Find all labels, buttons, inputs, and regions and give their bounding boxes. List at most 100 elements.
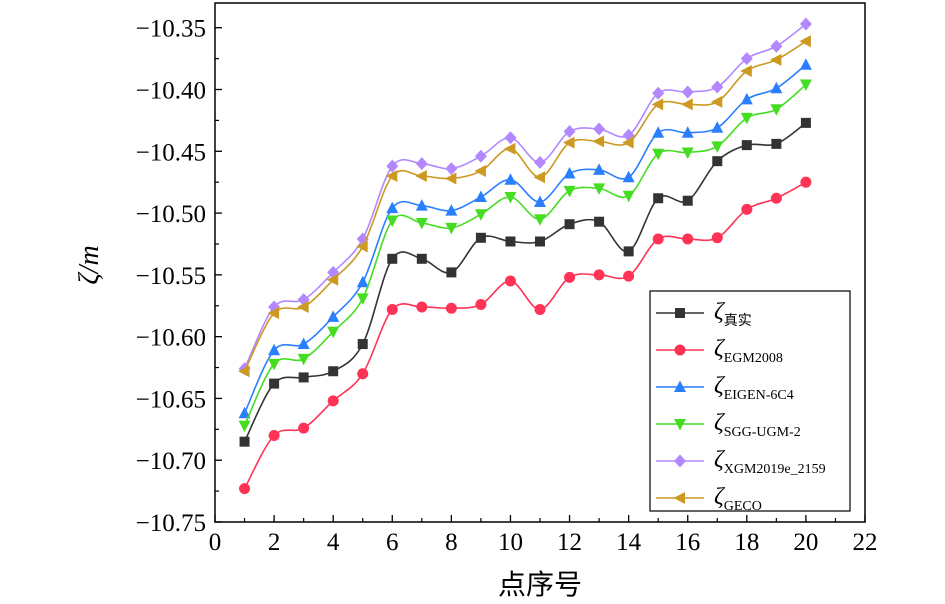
data-point — [800, 117, 811, 128]
y-tick-label: −10.40 — [136, 78, 206, 105]
data-point — [533, 171, 545, 184]
data-point — [268, 358, 281, 371]
data-point — [593, 163, 606, 175]
data-point — [623, 270, 635, 282]
data-point — [386, 215, 399, 227]
data-point — [681, 85, 694, 99]
data-point — [415, 217, 428, 230]
legend-label: ζEGM2008 — [714, 336, 783, 366]
data-point — [297, 300, 309, 313]
data-point — [238, 365, 250, 378]
data-point — [504, 275, 516, 287]
legend-item: ζSGG-UGM-2 — [656, 410, 801, 440]
series-1 — [239, 117, 811, 447]
data-point — [741, 203, 753, 215]
legend-label: ζ真实 — [714, 299, 752, 329]
x-tick-label: 12 — [557, 529, 582, 556]
data-point — [415, 199, 428, 211]
data-point — [652, 86, 665, 100]
x-tick-label: 16 — [675, 529, 700, 556]
data-point — [564, 219, 575, 230]
data-point — [386, 303, 398, 315]
x-tick-label: 14 — [616, 529, 642, 556]
data-point — [563, 185, 576, 198]
data-point — [622, 170, 635, 183]
legend-marker — [674, 419, 686, 431]
data-point — [592, 135, 605, 148]
x-tick-label: 20 — [793, 529, 818, 556]
data-point — [386, 201, 399, 214]
data-point — [326, 273, 339, 286]
data-point — [446, 267, 457, 278]
data-point — [593, 269, 605, 281]
data-point — [799, 58, 812, 70]
data-point — [711, 232, 723, 244]
legend-marker — [674, 344, 686, 356]
plot-frame — [214, 2, 866, 523]
data-point — [356, 275, 369, 288]
data-point — [238, 406, 251, 419]
legend-label: ζSGG-UGM-2 — [714, 410, 801, 440]
data-point — [327, 326, 340, 339]
legend-item: ζXGM2019e_2159 — [656, 447, 826, 477]
data-point — [475, 232, 486, 243]
legend-label: ζXGM2019e_2159 — [714, 447, 826, 477]
data-point — [416, 253, 427, 264]
data-point — [770, 192, 782, 204]
data-point — [445, 222, 458, 235]
data-point — [710, 95, 723, 108]
data-point — [711, 80, 724, 94]
y-axis-title: ζ/m — [74, 245, 105, 284]
data-point — [297, 337, 310, 350]
data-point — [504, 192, 517, 204]
data-point — [682, 233, 694, 245]
data-point — [682, 195, 693, 206]
data-point — [239, 436, 250, 447]
data-point — [740, 92, 753, 105]
data-point — [327, 310, 340, 322]
data-point — [386, 159, 399, 173]
data-point — [711, 141, 724, 153]
data-point — [622, 136, 634, 149]
data-point — [799, 17, 812, 31]
data-point — [357, 339, 368, 350]
data-point — [770, 104, 783, 116]
data-point — [593, 122, 606, 136]
data-point — [771, 138, 782, 149]
data-point — [681, 147, 694, 160]
data-point — [769, 53, 782, 66]
data-point — [594, 216, 605, 227]
data-point — [239, 483, 251, 495]
legend-marker — [673, 492, 685, 504]
data-point — [505, 236, 516, 247]
x-axis-title: 点序号 — [498, 569, 582, 601]
data-point — [267, 307, 280, 320]
data-point — [652, 233, 664, 245]
legend-label: ζGECO — [714, 484, 762, 514]
y-tick-label: −10.75 — [136, 510, 206, 537]
series-4 — [238, 79, 812, 433]
data-point — [356, 293, 369, 305]
data-point — [740, 64, 752, 77]
data-point — [534, 195, 546, 207]
data-point — [534, 303, 546, 315]
data-point — [268, 343, 281, 356]
data-point — [475, 299, 487, 311]
axis-ticks: 0 2 4 6 8 10 12 14 16 18 20 22 −10.75 −10.70 −10.65 −10… — [136, 16, 878, 556]
data-point — [385, 170, 398, 182]
data-point — [652, 148, 665, 161]
data-point — [298, 372, 309, 383]
data-point — [799, 79, 812, 92]
legend-box — [649, 290, 851, 512]
series-layer — [238, 17, 812, 495]
data-point — [504, 173, 517, 185]
y-tick-label: −10.55 — [136, 263, 206, 290]
legend-item: ζ真实 — [656, 299, 752, 329]
data-point — [327, 395, 339, 407]
data-point — [474, 209, 487, 221]
series-3 — [238, 58, 812, 419]
data-point — [534, 214, 546, 226]
data-point — [564, 271, 576, 283]
x-tick-label: 10 — [498, 529, 523, 556]
